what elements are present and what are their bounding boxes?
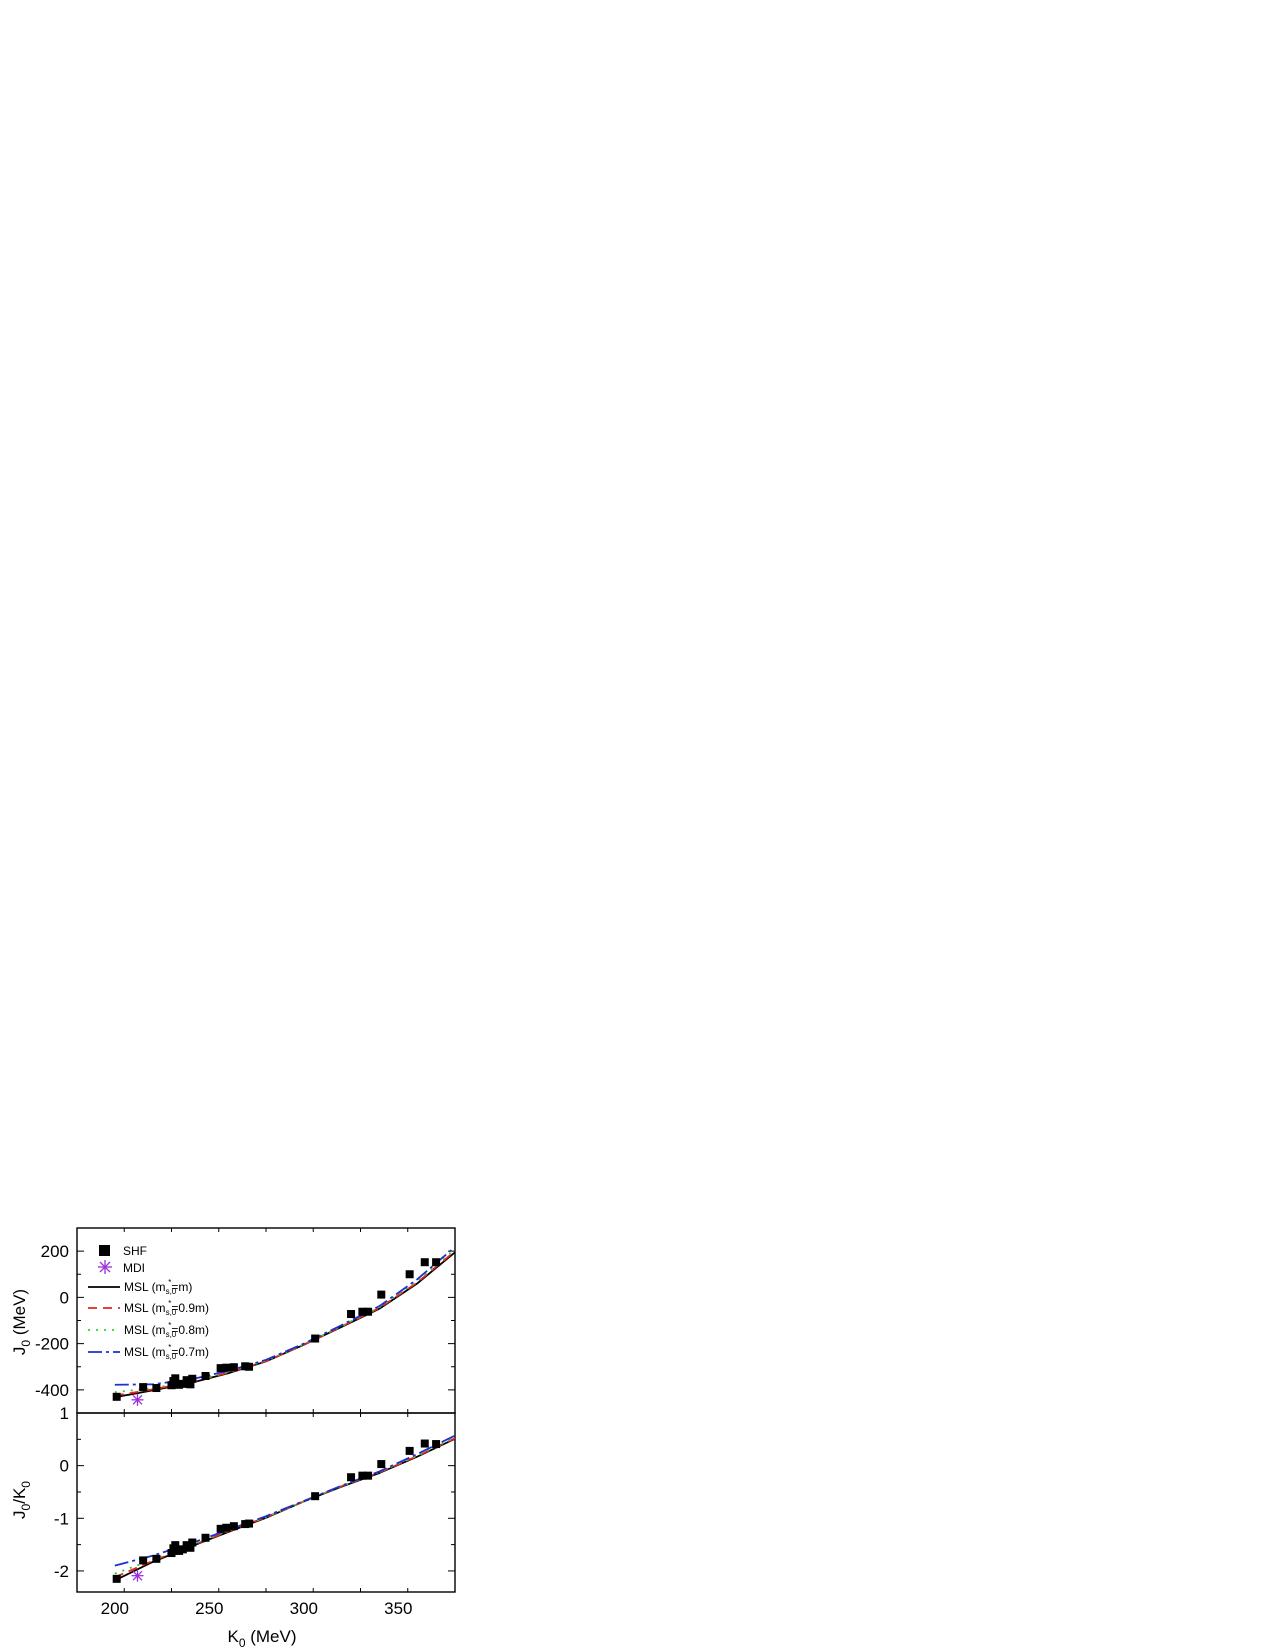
top-shf-point [244,1362,253,1371]
legend-msl-label-2: MSL (ms,0*=0.8m) [124,1321,209,1339]
bottom-shf-point [358,1471,367,1480]
top-ytick-label: 200 [41,1242,69,1261]
bottom-shf-point [405,1446,414,1455]
bottom-shf-point [347,1473,356,1482]
top-ylabel-sub: 0 [19,1340,33,1347]
top-ylabel-unit: (MeV) [10,1289,29,1340]
top-shf-point [222,1363,231,1372]
x-axis-label: K0 (MeV) [227,1627,296,1650]
bottom-ylabel-k: /K [10,1487,29,1504]
bottom-shf-point [171,1541,180,1550]
top-axis-ticks: -400 -200 0 200 [35,1227,456,1414]
bottom-ytick-label: 1 [60,1404,69,1423]
bottom-shf-point [112,1574,121,1583]
top-ylabel: J0 (MeV) [10,1289,33,1355]
x-tick-label: 350 [384,1599,412,1618]
bottom-shf-point [188,1538,197,1547]
bottom-msl-line-2 [114,1436,455,1575]
top-msl-line-2 [114,1248,455,1394]
x-label-sub: 0 [239,1636,246,1650]
top-shf-point [201,1372,210,1380]
top-shf-point [112,1392,121,1401]
legend-msl-label-3: MSL (ms,0*=0.7m) [124,1343,209,1361]
bottom-ytick-label: -2 [54,1562,69,1581]
bottom-shf-point [152,1554,161,1563]
bottom-axis-ticks: -2 -1 0 1 200 250 300 350 [54,1404,456,1618]
x-tick-label: 200 [101,1599,129,1618]
top-ylabel-main: J [10,1347,29,1356]
bottom-shf-point [216,1524,225,1533]
bottom-shf-point [244,1519,253,1528]
legend: SHF MDI MSL (ms,0*=m) MSL (ms,0*=0.9m) MSL… [88,1244,209,1361]
top-mdi-point [131,1393,144,1406]
legend-mdi-marker [98,1260,112,1274]
bottom-shf-point [186,1543,195,1552]
legend-msl-label-0: MSL (ms,0*=m) [124,1278,192,1296]
top-shf-point [182,1376,191,1385]
x-label-unit: (MeV) [246,1627,297,1646]
top-shf-point [139,1383,148,1392]
bottom-shf-point [432,1440,441,1449]
top-shf-point [358,1307,367,1316]
top-shf-point [432,1258,441,1267]
top-shf-point [405,1270,414,1279]
bottom-shf-point [201,1533,210,1542]
top-msl-line-0 [114,1251,455,1399]
top-msl-line-1 [114,1250,455,1397]
bottom-msl-line-3 [114,1434,455,1567]
bottom-shf-point [311,1492,320,1501]
top-shf-point [152,1384,161,1393]
bottom-ylabel: J0/K0 [10,1481,33,1519]
bottom-plot-area [112,1434,455,1583]
x-tick-label: 300 [290,1599,318,1618]
top-shf-point [347,1310,356,1319]
top-ytick-label: 0 [60,1288,69,1307]
x-tick-label: 250 [195,1599,223,1618]
bottom-shf-point [364,1471,373,1480]
legend-shf-label: SHF [123,1244,147,1258]
bottom-shf-point [377,1460,386,1469]
top-ytick-label: -200 [35,1335,69,1354]
bottom-panel-frame [76,1412,456,1593]
top-shf-point [311,1334,320,1343]
top-shf-point [188,1374,197,1383]
top-shf-point [167,1381,176,1390]
legend-shf-marker [99,1245,110,1256]
legend-mdi-label: MDI [123,1261,145,1275]
top-shf-point [216,1364,225,1373]
bottom-shf-point [229,1522,238,1531]
bottom-shf-point [139,1556,148,1565]
bottom-ytick-label: -1 [54,1509,69,1528]
bottom-shf-point [167,1549,176,1558]
top-shf-point [229,1363,238,1372]
bottom-ylabel-j-sub: 0 [19,1503,33,1510]
top-shf-point [171,1374,180,1383]
bottom-ylabel-j: J [10,1510,29,1519]
legend-msl-label-1: MSL (ms,0*=0.9m) [124,1299,209,1317]
bottom-ylabel-k-sub: 0 [19,1481,33,1488]
top-shf-point [364,1307,373,1316]
top-shf-point [420,1258,429,1267]
bottom-shf-point [222,1523,231,1532]
top-plot-area [112,1246,455,1406]
bottom-shf-point [178,1545,187,1554]
top-ytick-label: -400 [35,1381,69,1400]
top-shf-point [186,1380,195,1389]
top-shf-point [377,1290,386,1299]
x-label-main: K [227,1627,239,1646]
bottom-ytick-label: 0 [60,1457,69,1476]
bottom-mdi-point [131,1569,144,1582]
bottom-shf-point [420,1439,429,1448]
